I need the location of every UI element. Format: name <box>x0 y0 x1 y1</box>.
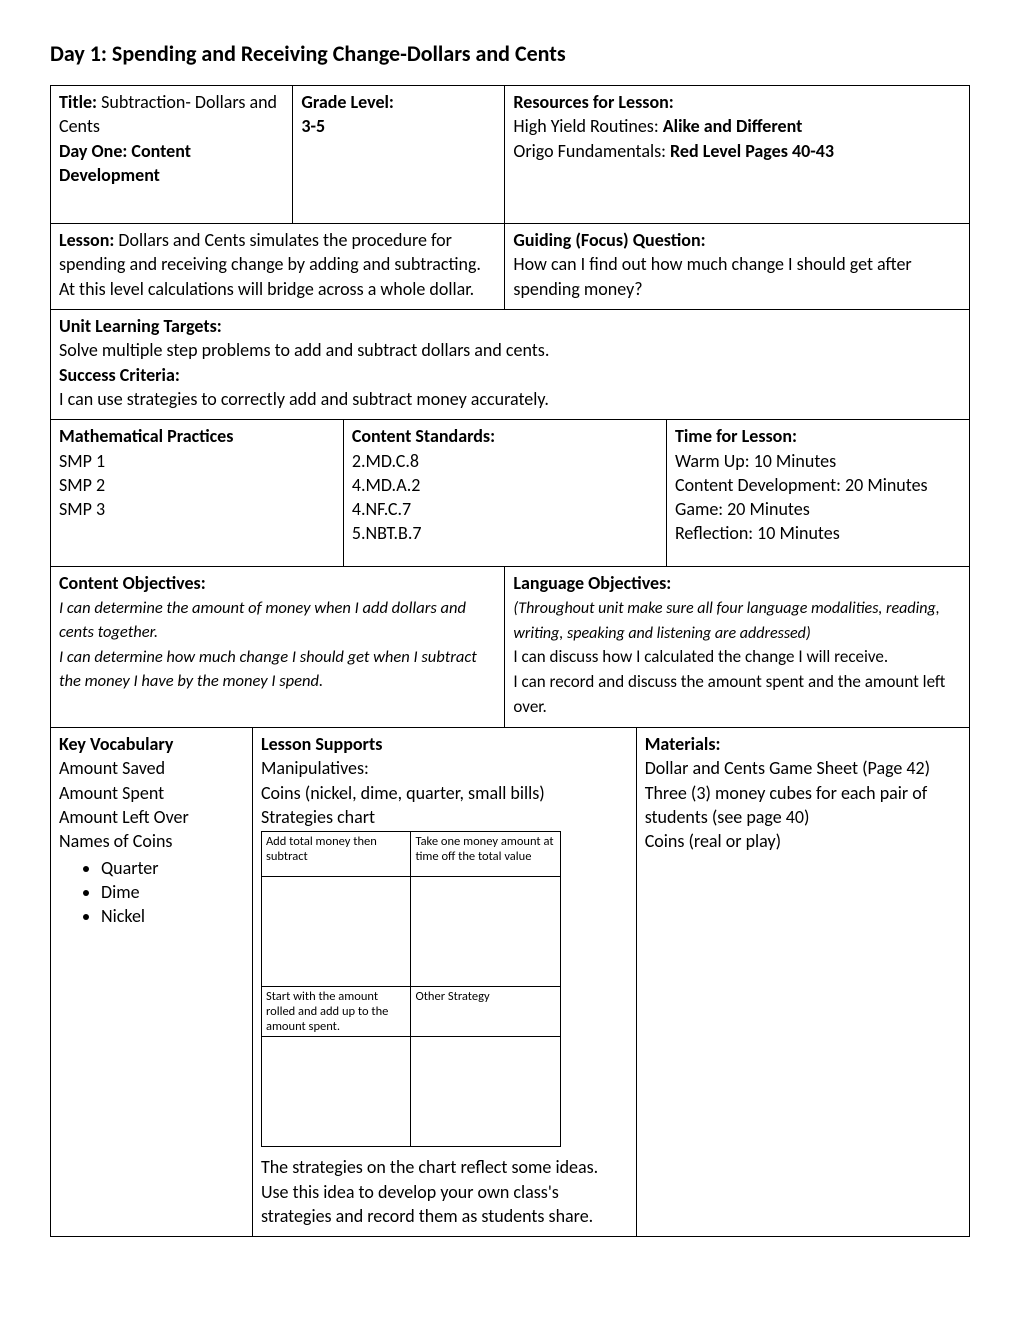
targets-text: Solve multiple step problems to add and … <box>59 339 549 361</box>
targets-label: Unit Learning Targets: <box>59 315 222 337</box>
standard-item: 5.NBT.B.7 <box>352 522 422 544</box>
standard-item: 2.MD.C.8 <box>352 450 419 472</box>
manipulatives-label: Manipulatives: <box>261 757 369 779</box>
title-cell: Title: Subtraction- Dollars and Cents Da… <box>51 86 293 224</box>
vocab-sub-item: Quarter <box>101 856 244 880</box>
strategy-cell: Other Strategy <box>411 987 561 1037</box>
standard-item: 4.NF.C.7 <box>352 498 411 520</box>
supports-label: Lesson Supports <box>261 733 382 755</box>
vocab-item: Amount Left Over <box>59 806 189 828</box>
guiding-label: Guiding (Focus) Question: <box>513 229 705 251</box>
standard-item: 4.MD.A.2 <box>352 474 421 496</box>
strategy-cell: Start with the amount rolled and add up … <box>261 987 411 1037</box>
strategies-chart: Add total money then subtract Take one m… <box>261 831 561 1147</box>
time-label: Time for Lesson: <box>675 425 797 447</box>
guiding-text: How can I find out how much change I sho… <box>513 253 911 299</box>
vocab-item: Amount Spent <box>59 782 164 804</box>
strategies-footer: The strategies on the chart reflect some… <box>261 1156 598 1227</box>
practices-label: Mathematical Practices <box>59 425 233 447</box>
language-note: (Throughout unit make sure all four lang… <box>513 599 939 643</box>
origo-value: Red Level Pages 40-43 <box>670 140 834 162</box>
language-objective-item: I can discuss how I calculated the chang… <box>513 646 888 667</box>
practice-item: SMP 1 <box>59 450 105 472</box>
strategy-body <box>261 1037 411 1147</box>
vocab-item: Names of Coins <box>59 830 172 852</box>
materials-label: Materials: <box>645 733 721 755</box>
standards-cell: Content Standards: 2.MD.C.8 4.MD.A.2 4.N… <box>343 420 666 566</box>
strategy-body <box>411 1037 561 1147</box>
vocab-item: Amount Saved <box>59 757 165 779</box>
grade-value: 3-5 <box>301 115 325 137</box>
manipulatives-text: Coins (nickel, dime, quarter, small bill… <box>261 782 545 804</box>
time-item: Reflection: 10 Minutes <box>675 522 840 544</box>
material-item: Coins (real or play) <box>645 830 781 852</box>
strategy-cell: Take one money amount at time off the to… <box>411 832 561 877</box>
strategy-body <box>411 877 561 987</box>
practices-cell: Mathematical Practices SMP 1 SMP 2 SMP 3 <box>51 420 344 566</box>
success-text: I can use strategies to correctly add an… <box>59 388 549 410</box>
vocab-sub-item: Nickel <box>101 904 244 928</box>
lesson-cell: Lesson: Dollars and Cents simulates the … <box>51 224 505 310</box>
routines-value: Alike and Different <box>663 115 803 137</box>
resources-label: Resources for Lesson: <box>513 91 673 113</box>
day-line: Day One: Content Development <box>59 140 191 186</box>
practice-item: SMP 2 <box>59 474 105 496</box>
content-objectives-label: Content Objectives: <box>59 572 206 594</box>
origo-prefix: Origo Fundamentals: <box>513 140 670 162</box>
resources-cell: Resources for Lesson: High Yield Routine… <box>505 86 970 224</box>
time-cell: Time for Lesson: Warm Up: 10 Minutes Con… <box>666 420 969 566</box>
vocab-sub-item: Dime <box>101 880 244 904</box>
language-objectives-cell: Language Objectives: (Throughout unit ma… <box>505 566 970 727</box>
supports-cell: Lesson Supports Manipulatives: Coins (ni… <box>252 728 636 1237</box>
routines-prefix: High Yield Routines: <box>513 115 662 137</box>
lesson-label: Lesson: <box>59 229 118 251</box>
materials-cell: Materials: Dollar and Cents Game Sheet (… <box>636 728 969 1237</box>
page-title: Day 1: Spending and Receiving Change-Dol… <box>50 40 970 67</box>
guiding-cell: Guiding (Focus) Question: How can I find… <box>505 224 970 310</box>
vocab-label: Key Vocabulary <box>59 733 173 755</box>
strategy-cell: Add total money then subtract <box>261 832 411 877</box>
practice-item: SMP 3 <box>59 498 105 520</box>
material-item: Three (3) money cubes for each pair of s… <box>645 782 928 828</box>
time-item: Game: 20 Minutes <box>675 498 810 520</box>
grade-cell: Grade Level: 3-5 <box>293 86 505 224</box>
language-objective-item: I can record and discuss the amount spen… <box>513 671 945 717</box>
content-objective-item: I can determine the amount of money when… <box>59 598 466 642</box>
material-item: Dollar and Cents Game Sheet (Page 42) <box>645 757 930 779</box>
lesson-plan-table: Title: Subtraction- Dollars and Cents Da… <box>50 85 970 1237</box>
language-objectives-label: Language Objectives: <box>513 572 671 594</box>
lesson-text: Dollars and Cents simulates the procedur… <box>59 229 481 300</box>
standards-label: Content Standards: <box>352 425 495 447</box>
time-item: Content Development: 20 Minutes <box>675 474 928 496</box>
grade-label: Grade Level: <box>301 91 394 113</box>
strategies-label: Strategies chart <box>261 806 375 828</box>
success-label: Success Criteria: <box>59 364 180 386</box>
content-objectives-cell: Content Objectives: I can determine the … <box>51 566 505 727</box>
time-item: Warm Up: 10 Minutes <box>675 450 836 472</box>
strategy-body <box>261 877 411 987</box>
targets-cell: Unit Learning Targets: Solve multiple st… <box>51 310 970 420</box>
vocab-cell: Key Vocabulary Amount Saved Amount Spent… <box>51 728 253 1237</box>
title-label: Title: <box>59 91 101 113</box>
content-objective-item: I can determine how much change I should… <box>59 647 477 691</box>
